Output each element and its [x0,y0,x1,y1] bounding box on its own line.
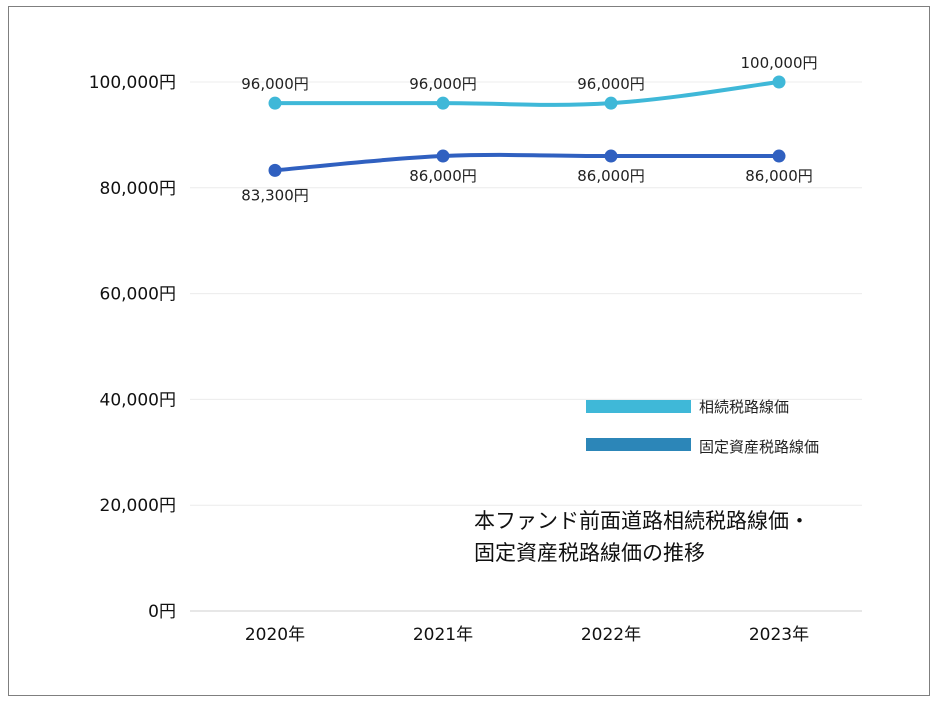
data-label-s1-2: 86,000円 [577,167,645,185]
series-line-1 [273,152,781,173]
data-label-s0-2: 96,000円 [577,75,645,93]
data-point-s1-0 [268,163,282,177]
data-label-s0-0: 96,000円 [241,75,309,93]
data-point-s1-2 [604,149,618,163]
chart-title-line-1: 本ファンド前面道路相続税路線価・ [474,509,810,533]
gridlines [190,81,862,612]
x-tick-label: 2020年 [245,625,305,645]
legend-swatch-kotei [586,438,691,451]
data-point-s1-1 [436,149,450,163]
y-tick-label: 80,000円 [100,179,176,199]
y-tick-label: 0円 [148,602,176,622]
y-tick-label: 100,000円 [89,73,176,93]
y-tick-label: 40,000円 [100,390,176,410]
data-point-s0-2 [604,96,618,110]
data-point-s0-1 [436,96,450,110]
legend-label-kotei: 固定資産税路線価 [699,438,819,456]
x-tick-label: 2021年 [413,625,473,645]
y-tick-label: 20,000円 [100,496,176,516]
legend: 相続税路線価 固定資産税路線価 [586,398,819,456]
data-label-s0-1: 96,000円 [409,75,477,93]
y-tick-label: 60,000円 [100,285,176,305]
chart-title-line-2: 固定資産税路線価の推移 [474,541,705,565]
data-label-s1-3: 86,000円 [745,167,813,185]
chart-title: 本ファンド前面道路相続税路線価・ 固定資産税路線価の推移 [474,505,810,569]
series-points [268,75,786,177]
data-labels: 96,000円 96,000円 96,000円 100,000円 83,300円 86,0… [241,54,817,204]
legend-swatch-souzoku [586,400,691,413]
data-label-s1-0: 83,300円 [241,186,309,204]
y-axis: 0円 20,000円 40,000円 60,000円 80,000円 100,000円 [89,73,176,622]
chart-frame [8,6,930,696]
data-point-s1-3 [772,149,786,163]
series-line-0 [273,80,781,107]
x-tick-label: 2023年 [749,625,809,645]
x-axis: 2020年 2021年 2022年 2023年 [245,625,809,645]
legend-label-souzoku: 相続税路線価 [699,398,789,416]
data-label-s0-3: 100,000円 [740,54,817,72]
series-lines [273,80,781,173]
data-point-s0-3 [772,75,786,89]
data-point-s0-0 [268,96,282,110]
data-label-s1-1: 86,000円 [409,167,477,185]
x-tick-label: 2022年 [581,625,641,645]
